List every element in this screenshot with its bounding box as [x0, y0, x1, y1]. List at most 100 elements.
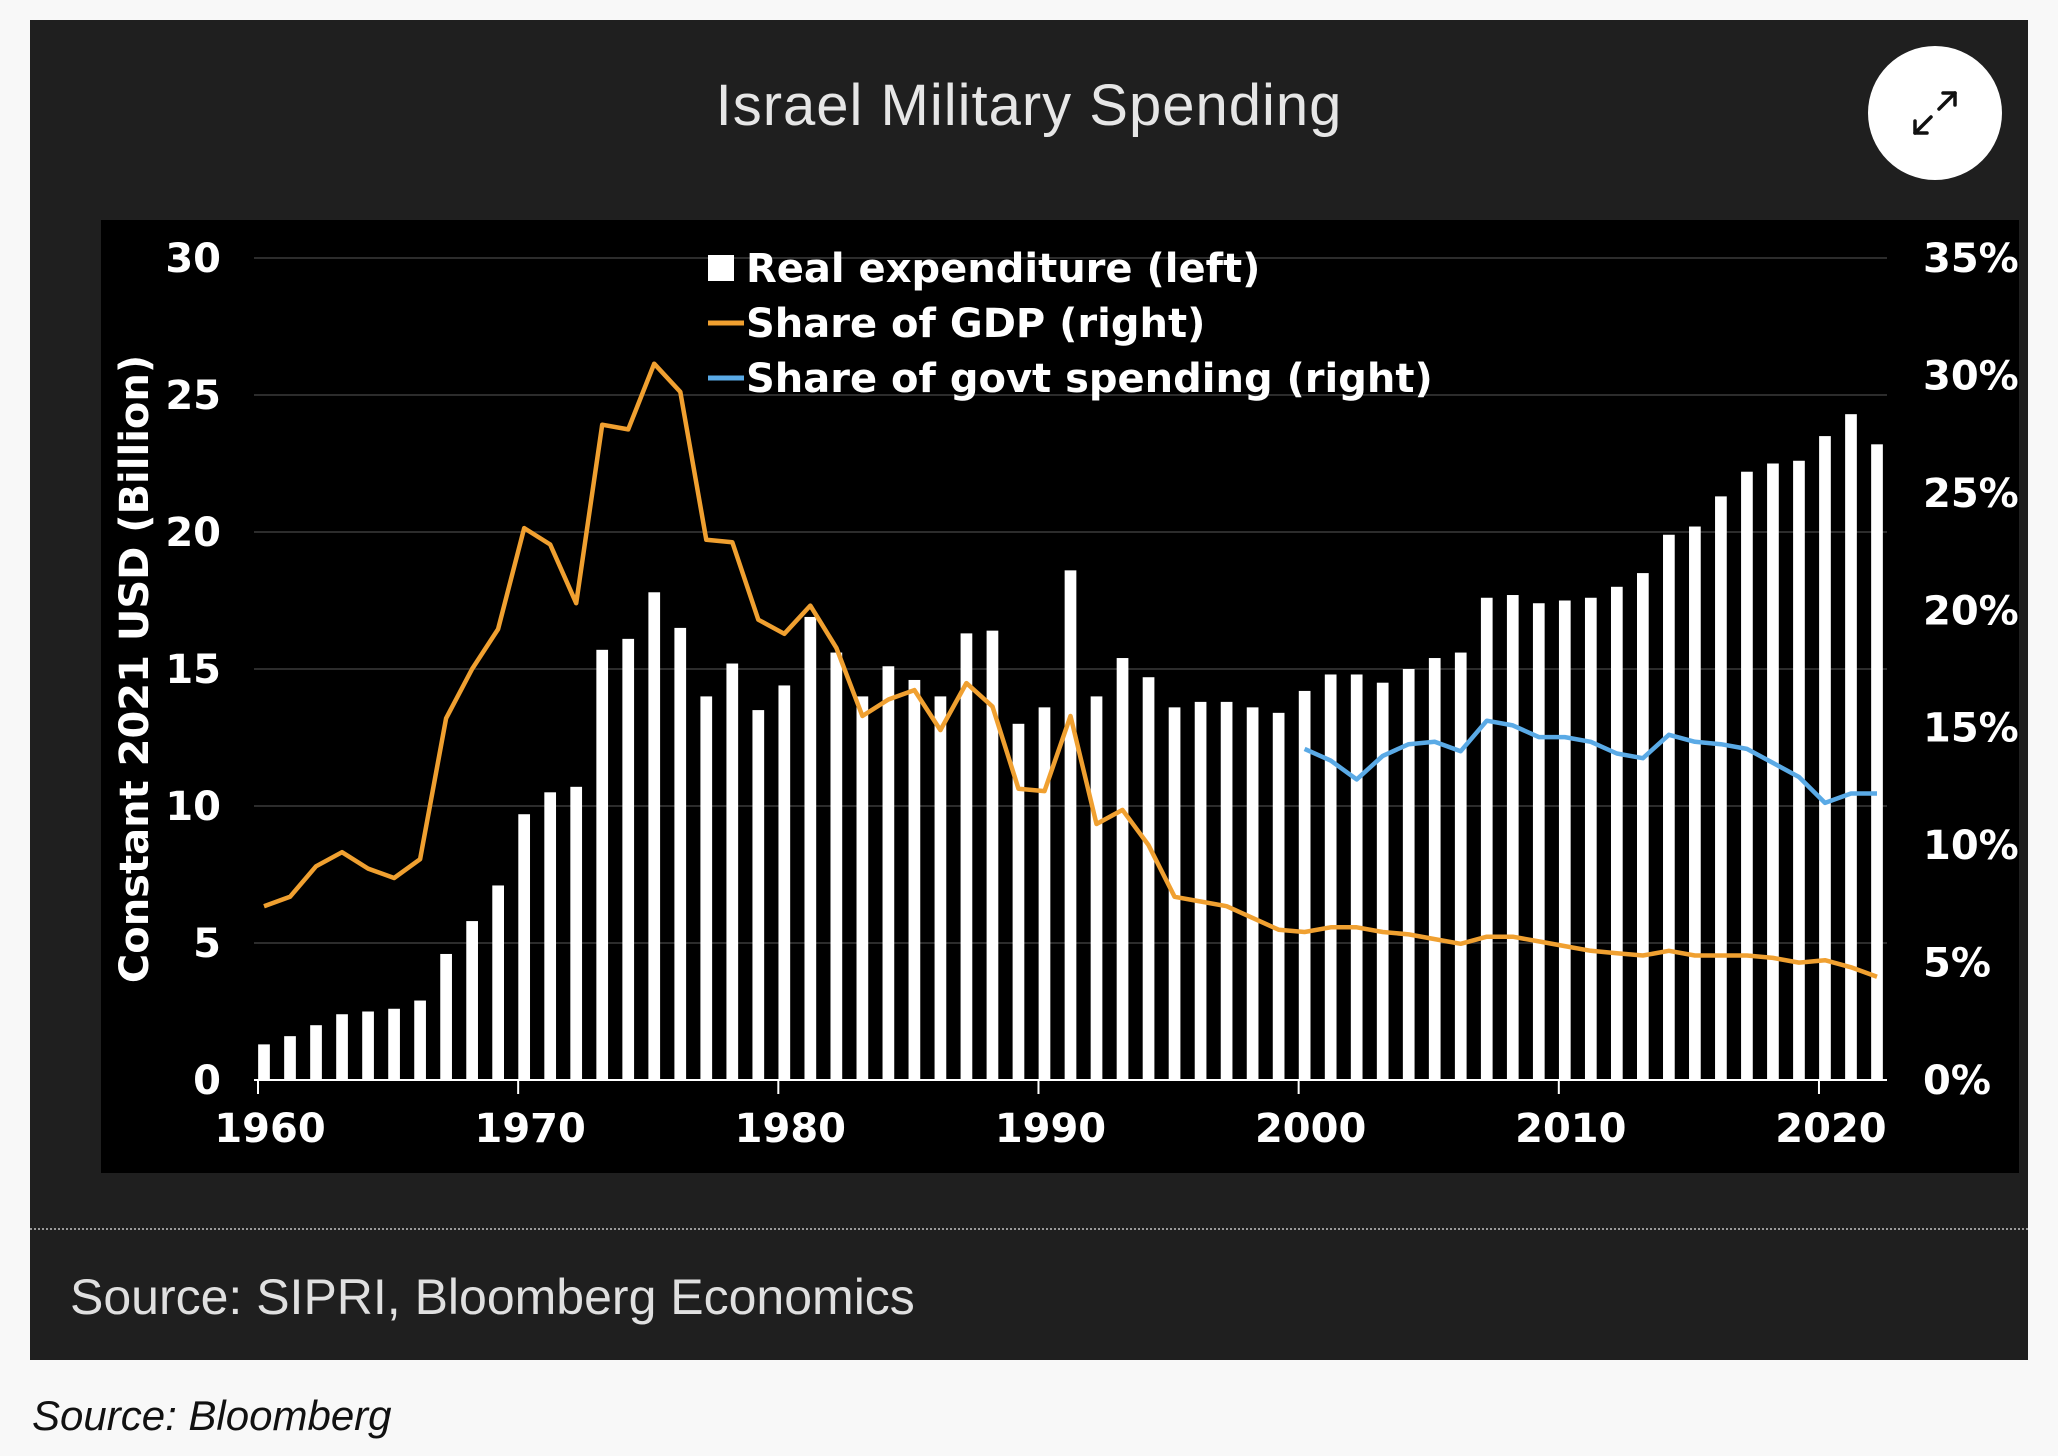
- chart-title: Israel Military Spending: [715, 73, 1343, 138]
- bar: [1480, 597, 1493, 1080]
- bar: [1064, 570, 1077, 1080]
- bar: [1584, 597, 1597, 1080]
- y2-tick-label: 15%: [1923, 706, 2019, 752]
- bar: [1767, 463, 1779, 1080]
- bar: [1324, 674, 1337, 1080]
- bar: [310, 1025, 322, 1080]
- x-tick-label: 1990: [995, 1106, 1106, 1152]
- bar: [1246, 707, 1259, 1080]
- bar: [1142, 677, 1155, 1080]
- bar: [362, 1011, 374, 1080]
- bar: [596, 649, 609, 1080]
- y-tick-label: 5: [193, 921, 221, 967]
- bar: [284, 1036, 296, 1080]
- bar: [1689, 526, 1701, 1080]
- y-tick-label: 15: [165, 647, 221, 693]
- bar: [1845, 414, 1857, 1080]
- legend-label: Share of GDP (right): [746, 301, 1205, 347]
- bar: [908, 679, 921, 1080]
- legend-label: Real expenditure (left): [746, 246, 1260, 292]
- bar: [258, 1044, 270, 1080]
- bar: [414, 1000, 426, 1080]
- y2-tick-label: 10%: [1923, 823, 2019, 869]
- bar: [440, 953, 452, 1080]
- bar: [1402, 669, 1415, 1080]
- bar: [518, 814, 531, 1080]
- image-caption: Source: Bloomberg: [32, 1392, 392, 1439]
- bar: [466, 921, 478, 1080]
- y-tick-label: 0: [193, 1058, 221, 1104]
- chart-card: Israel Military Spending 0 5 10 15 20 25 30 0% 5…: [30, 20, 2028, 1360]
- bar: [1741, 471, 1753, 1081]
- y2-tick-label: 30%: [1923, 353, 2019, 399]
- y2-tick-label: 20%: [1923, 588, 2019, 634]
- x-tick-label: 2020: [1775, 1106, 1886, 1152]
- bar: [544, 792, 557, 1080]
- expand-button[interactable]: [1868, 46, 2002, 180]
- y2-tick-label: 35%: [1923, 236, 2019, 282]
- bar: [1793, 460, 1805, 1080]
- bar: [1558, 600, 1571, 1080]
- x-tick-label: 1960: [214, 1106, 325, 1152]
- bar: [960, 633, 973, 1080]
- y-axis-title: Constant 2021 USD (Billion): [112, 355, 158, 983]
- x-tick-label: 2000: [1255, 1106, 1366, 1152]
- bar: [1220, 701, 1233, 1080]
- bar: [1012, 723, 1025, 1080]
- x-tick-label: 1970: [474, 1106, 585, 1152]
- bar: [1610, 586, 1623, 1080]
- gdp-share-line: [263, 361, 1878, 979]
- bar: [934, 696, 947, 1080]
- bar: [1090, 696, 1103, 1080]
- bar: [388, 1008, 400, 1080]
- bar: [856, 696, 869, 1080]
- bar: [830, 652, 843, 1080]
- bar: [1819, 436, 1831, 1081]
- bar: [648, 592, 661, 1080]
- bar: [882, 666, 895, 1080]
- expand-arrows-icon: [1913, 91, 1957, 135]
- legend-swatch-expenditure: [708, 255, 734, 281]
- bar: [570, 786, 583, 1080]
- bar: [1454, 652, 1467, 1080]
- bar: [674, 627, 687, 1080]
- bar: [778, 685, 791, 1080]
- bar: [1715, 496, 1727, 1080]
- bar: [1194, 701, 1207, 1080]
- y-tick-label: 30: [165, 236, 221, 282]
- bar: [804, 616, 817, 1080]
- chart: 0 5 10 15 20 25 30 0% 5% 10% 15% 20% 25% 30% 35% Consta…: [112, 236, 2019, 1152]
- bar: [986, 630, 999, 1080]
- bar: [336, 1014, 348, 1080]
- govt-share-line: [1303, 718, 1877, 806]
- y-tick-label: 25: [165, 373, 221, 419]
- bar: [752, 710, 765, 1080]
- y2-tick-label: 0%: [1923, 1058, 1991, 1104]
- bar: [492, 885, 504, 1080]
- y2-tick-label: 5%: [1923, 941, 1991, 987]
- bar: [700, 696, 713, 1080]
- bar: [1038, 707, 1051, 1080]
- bar: [1350, 674, 1363, 1080]
- bar: [622, 638, 635, 1080]
- bar: [1272, 712, 1285, 1080]
- plot-area: 0 5 10 15 20 25 30 0% 5% 10% 15% 20% 25% 30% 35% Consta…: [101, 220, 2019, 1173]
- bar: [1637, 573, 1649, 1080]
- bar: [1871, 444, 1883, 1080]
- y-tick-label: 20: [165, 510, 221, 556]
- bar: [1116, 658, 1129, 1080]
- bar: [726, 663, 739, 1080]
- chart-source-note: Source: SIPRI, Bloomberg Economics: [70, 1269, 915, 1325]
- y-tick-label: 10: [165, 784, 221, 830]
- divider: [30, 1228, 2028, 1230]
- bar: [1663, 534, 1675, 1080]
- x-tick-label: 2010: [1515, 1106, 1626, 1152]
- bar: [1428, 658, 1441, 1080]
- y2-tick-label: 25%: [1923, 471, 2019, 517]
- legend-label: Share of govt spending (right): [746, 356, 1433, 402]
- bar: [1298, 690, 1311, 1080]
- bar: [1376, 682, 1389, 1080]
- bar: [1532, 603, 1545, 1080]
- x-tick-label: 1980: [735, 1106, 846, 1152]
- bar: [1506, 595, 1519, 1080]
